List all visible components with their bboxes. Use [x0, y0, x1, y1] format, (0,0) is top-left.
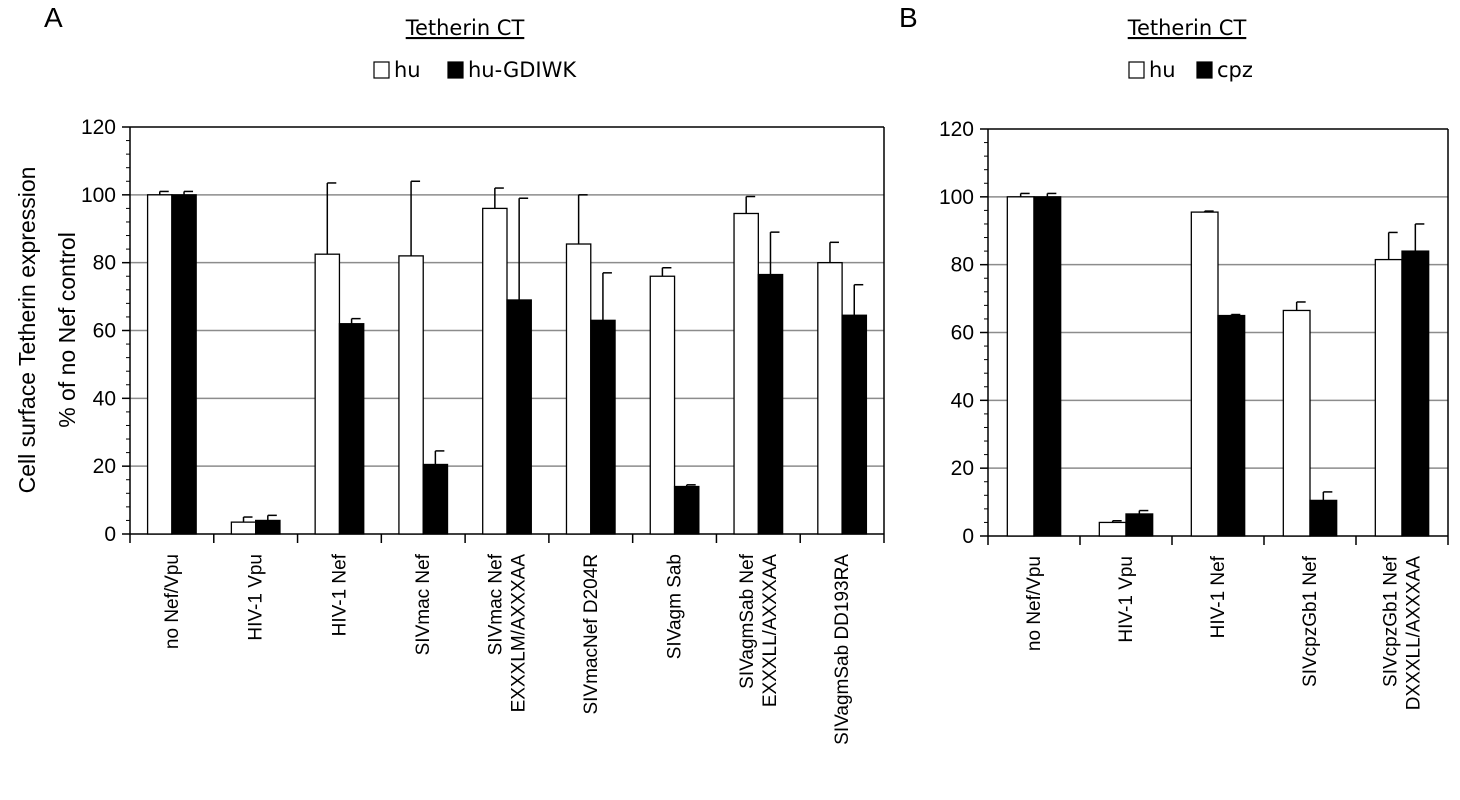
category-label-group: HIV-1 Vpu: [246, 554, 267, 641]
legend-label-hu: hu: [394, 58, 421, 82]
y-tick-label: 80: [951, 254, 974, 277]
bar-hu-GDIWK: [255, 519, 281, 535]
y-tick-label: 80: [93, 252, 116, 275]
y-axis-label-group: Cell surface Tetherin expression: [14, 167, 40, 494]
y-tick-label: 0: [104, 523, 116, 546]
bar-hu-GDIWK: [673, 485, 700, 535]
category-label-group: SIVcpzGb1 Nef DXXXLL/AXXXAA: [1381, 555, 1425, 710]
bar-hu: [733, 212, 759, 535]
y-tick-label: 100: [939, 186, 974, 209]
category-label: SIVcpzGb1 Nef: [1300, 555, 1321, 687]
y-axis-label: % of no Nef control: [54, 232, 80, 428]
bar-hu: [398, 255, 424, 535]
category-label: HIV-1 Vpu: [246, 554, 267, 641]
category-label: no Nef/Vpu: [162, 554, 183, 649]
legend-swatch-hu: [373, 61, 390, 79]
bar-hu-GDIWK: [590, 319, 616, 535]
category-label: DXXXLL/AXXXAA: [1404, 556, 1425, 711]
bar-hu-GDIWK: [171, 194, 197, 535]
bar-hu-GDIWK: [841, 314, 868, 535]
bar-cpz: [1033, 196, 1062, 537]
legend-label-cpz: cpz: [1217, 58, 1253, 82]
y-tick-label: 20: [951, 457, 974, 480]
y-tick-label: 40: [951, 389, 974, 412]
category-label-group: HIV-1 Vpu: [1116, 556, 1137, 643]
category-label: HIV-1 Vpu: [1116, 556, 1137, 643]
bar-hu: [1374, 258, 1403, 537]
bar-hu: [817, 262, 843, 535]
category-label: SIVmac Nef: [413, 553, 434, 655]
chart-panel-b: B Tetherin CT hu cpz 0 20 40 60 80 100 120 no Nef/V…: [899, 2, 1449, 710]
category-label: EXXXLM/AXXXAA: [509, 554, 530, 713]
category-label: SIVmac Nef: [486, 553, 507, 655]
chart-panel-a: A Tetherin CT hu hu-GDIWK 0 20 40 60 80 100 120 no …: [14, 2, 885, 745]
bar-hu: [565, 243, 592, 535]
category-label: SIVcpzGb1 Nef: [1381, 555, 1402, 687]
y-tick-label: 120: [939, 118, 974, 141]
bar-hu-GDIWK: [757, 273, 784, 535]
legend-swatch-hu: [1128, 61, 1145, 79]
bar-hu-GDIWK: [338, 323, 365, 535]
legend-swatch-hu-GDIWK: [447, 61, 464, 79]
y-tick-label: 60: [951, 322, 974, 345]
category-label: HIV-1 Nef: [1208, 555, 1229, 638]
category-label: no Nef/Vpu: [1024, 556, 1045, 651]
bar-hu: [1006, 196, 1035, 537]
y-axis-label: Cell surface Tetherin expression: [14, 167, 40, 494]
chart-title: Tetherin CT: [405, 16, 525, 40]
bar-cpz: [1401, 250, 1430, 537]
bar-hu: [314, 253, 341, 535]
panel-label: B: [899, 2, 918, 33]
legend-swatch-cpz: [1196, 61, 1213, 79]
category-label-group: no Nef/Vpu: [162, 554, 183, 649]
bar-cpz: [1217, 314, 1246, 537]
category-label: SIVagmSab DD193RA: [832, 554, 853, 745]
y-tick-label: 120: [81, 116, 116, 139]
bar-hu-GDIWK: [422, 463, 449, 535]
category-label-group: HIV-1 Nef: [1208, 555, 1229, 638]
category-label-group: no Nef/Vpu: [1024, 556, 1045, 651]
category-label: HIV-1 Nef: [329, 553, 350, 636]
category-label: SIVagm Sab: [665, 554, 686, 659]
y-tick-label: 20: [93, 455, 116, 478]
bar-hu: [1098, 521, 1127, 537]
bar-cpz: [1125, 513, 1154, 537]
bar-hu: [1282, 309, 1311, 537]
bar-hu: [482, 207, 508, 535]
category-label-group: HIV-1 Nef: [329, 553, 350, 636]
category-label: EXXXLL/AXXXAA: [760, 554, 781, 707]
category-label-group: SIVagm Sab: [665, 554, 686, 659]
y-tick-label: 40: [93, 387, 116, 410]
legend-label-hu: hu: [1149, 58, 1176, 82]
category-label-group: SIVagmSab DD193RA: [832, 554, 853, 745]
category-label-group: SIVmac Nef EXXXLM/AXXXAA: [486, 553, 530, 712]
bar-hu: [230, 521, 257, 535]
category-label-group: SIVmac Nef: [413, 553, 434, 655]
y-tick-label: 0: [962, 525, 974, 548]
category-label-group: SIVmacNef D204R: [581, 554, 602, 715]
y-tick-label: 100: [81, 184, 116, 207]
category-label: SIVagmSab Nef: [737, 553, 758, 689]
category-label: SIVmacNef D204R: [581, 554, 602, 715]
y-tick-label: 60: [93, 320, 116, 343]
bar-hu: [146, 194, 173, 535]
bar-hu: [649, 275, 676, 535]
legend-label-hu-GDIWK: hu-GDIWK: [468, 58, 577, 82]
category-label-group: SIVagmSab Nef EXXXLL/AXXXAA: [737, 553, 781, 707]
chart-title: Tetherin CT: [1127, 16, 1247, 40]
category-label-group: SIVcpzGb1 Nef: [1300, 555, 1321, 687]
bar-cpz: [1309, 499, 1338, 537]
bar-hu: [1190, 211, 1219, 537]
y-axis-label-group: % of no Nef control: [54, 232, 80, 428]
bar-hu-GDIWK: [506, 299, 532, 535]
panel-label: A: [44, 2, 63, 33]
